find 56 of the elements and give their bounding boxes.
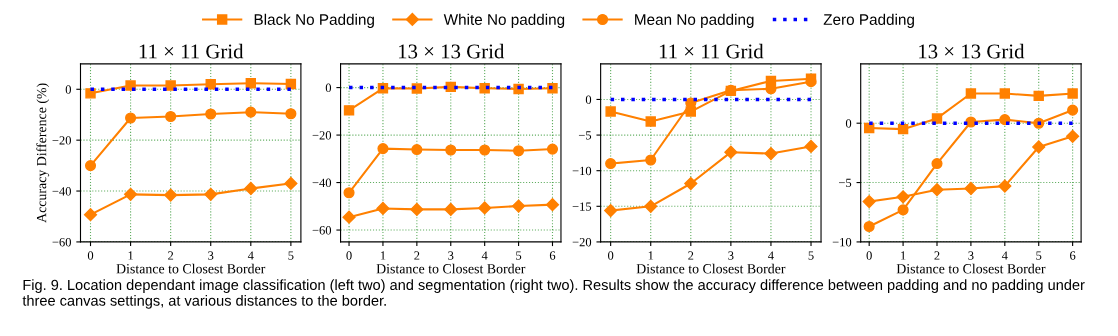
y-tick-label: −15	[572, 202, 592, 211]
x-tick-label: 4	[1001, 251, 1008, 260]
x-axis-title: Distance to Closest Border	[636, 263, 786, 274]
x-tick-label: 3	[448, 251, 454, 260]
x-tick-label: 1	[128, 251, 133, 260]
y-axis-title: Accuracy Difference (%)	[36, 83, 50, 223]
legend-label: Zero Padding	[823, 13, 914, 28]
x-tick-label: 0	[346, 251, 352, 260]
y-tick-label: 0	[585, 95, 592, 104]
x-tick-label: 3	[728, 251, 734, 260]
chart-title: 13 × 13 Grid	[919, 43, 1025, 59]
legend-label: White No padding	[443, 13, 565, 28]
x-tick-label: 5	[808, 251, 814, 260]
x-tick-label: 3	[968, 251, 974, 260]
x-tick-label: 2	[414, 251, 420, 260]
y-tick-label: 0	[325, 83, 332, 93]
y-tick-label: −20	[312, 131, 332, 140]
chart-title: 11 × 11 Grid	[659, 43, 764, 59]
y-tick-label: −20	[52, 136, 71, 145]
y-tick-label: −10	[572, 166, 592, 176]
chart-title: 11 × 11 Grid	[139, 43, 244, 59]
x-tick-label: 4	[768, 251, 774, 260]
x-tick-label: 0	[608, 251, 614, 260]
x-tick-label: 4	[247, 251, 254, 260]
x-tick-label: 2	[934, 251, 940, 260]
x-tick-label: 2	[168, 251, 174, 260]
y-tick-label: −60	[312, 226, 332, 235]
legend-label: Black No Padding	[254, 13, 374, 28]
x-tick-label: 5	[1036, 251, 1042, 260]
x-tick-label: 5	[516, 251, 522, 260]
caption: Fig. 9. Location dependant image classification (left two) and segmentation (right two). Results show the accuracy difference between padding and no padding under three canvas settings, at various distances to the border.	[22, 279, 1085, 309]
x-tick-label: 6	[1070, 251, 1076, 260]
x-tick-label: 0	[87, 251, 94, 260]
y-tick-label: −5	[839, 178, 852, 188]
y-tick-label: −60	[52, 237, 71, 247]
x-axis-title: Distance to Closest Border	[376, 263, 526, 274]
y-tick-label: −5	[578, 131, 592, 140]
y-tick-label: 0	[65, 85, 71, 94]
y-tick-label: −40	[312, 178, 332, 188]
x-axis-title: Distance to Closest Border	[116, 263, 266, 274]
x-tick-label: 0	[866, 251, 872, 260]
x-tick-label: 4	[481, 251, 488, 260]
x-tick-label: 1	[648, 251, 654, 260]
y-tick-label: −40	[52, 187, 71, 196]
x-tick-label: 2	[688, 251, 694, 260]
y-tick-label: −10	[832, 237, 852, 247]
y-tick-label: −20	[572, 237, 592, 247]
chart-title: 13 × 13 Grid	[398, 43, 505, 59]
legend-label: Mean No padding	[635, 13, 754, 28]
x-tick-label: 3	[208, 251, 214, 260]
y-tick-label: 0	[845, 119, 852, 128]
x-tick-label: 1	[901, 251, 906, 260]
x-axis-title: Distance to Closest Border	[896, 263, 1046, 274]
x-tick-label: 6	[549, 251, 556, 260]
x-tick-label: 1	[380, 251, 386, 260]
x-tick-label: 5	[288, 251, 294, 260]
